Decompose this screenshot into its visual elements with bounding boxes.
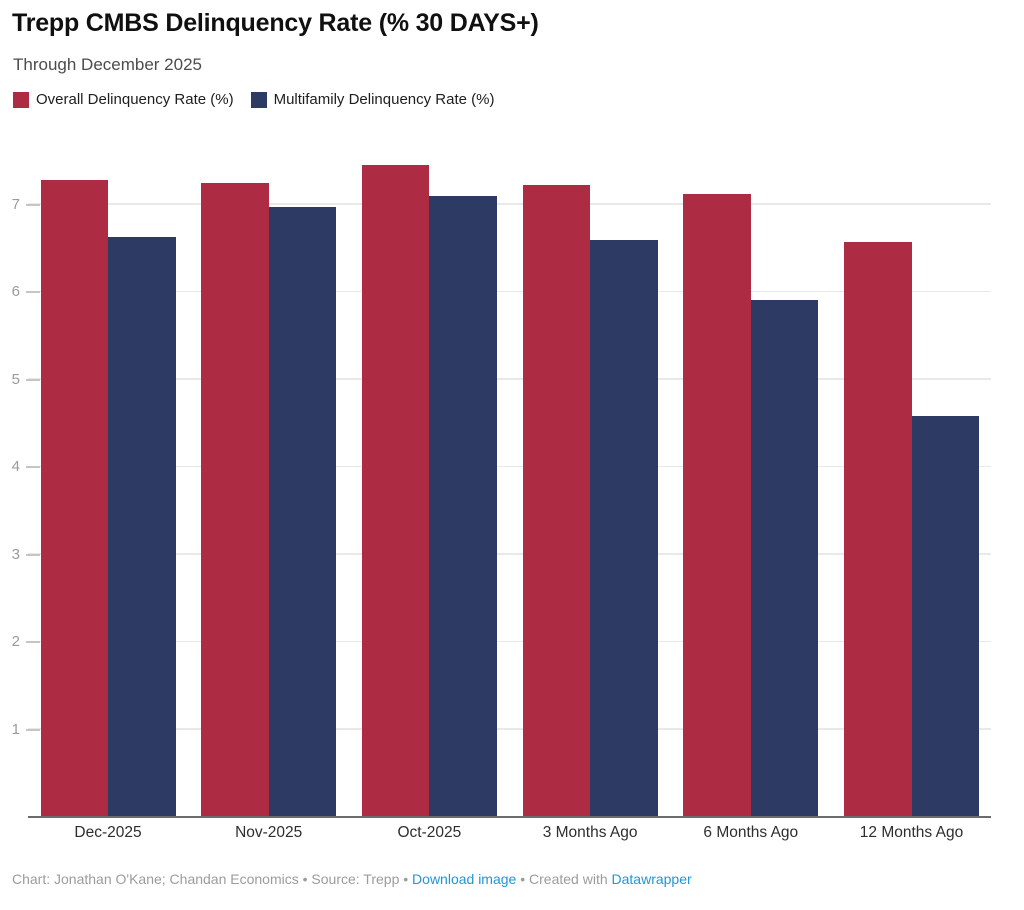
legend-item-multifamily: Multifamily Delinquency Rate (%) [250, 91, 495, 108]
y-tick [26, 203, 40, 206]
y-tick [26, 728, 40, 731]
bar-multifamily [750, 299, 819, 817]
legend: Overall Delinquency Rate (%) Multifamily … [13, 91, 494, 108]
bar-overall [844, 242, 912, 817]
bar-multifamily [108, 236, 176, 817]
chart-footer: Chart: Jonathan O'Kane; Chandan Economic… [12, 871, 1012, 887]
x-axis-label: Dec-2025 [74, 824, 142, 841]
y-tick [26, 466, 40, 468]
footer-separator: • [298, 871, 312, 887]
y-axis-label: 6 [11, 283, 20, 300]
plot-area: 1 2 3 4 5 6 7 [0, 140, 1024, 818]
legend-label-overall: Overall Delinquency Rate (%) [36, 91, 234, 108]
download-image-link[interactable]: Download image [412, 871, 517, 887]
footer-separator: • [516, 871, 530, 887]
y-axis-label: 2 [11, 633, 20, 650]
footer-credit: Chart: Jonathan O'Kane; Chandan Economic… [12, 871, 299, 887]
y-axis-label: 1 [11, 720, 20, 738]
x-axis-label: Oct-2025 [397, 824, 462, 841]
gridline [28, 378, 991, 380]
bar-overall [683, 194, 751, 817]
bar-overall [522, 185, 591, 817]
y-axis-label: 3 [11, 545, 20, 563]
y-axis-label: 5 [11, 370, 20, 388]
gridline [28, 465, 991, 467]
footer-created-with: Created with [529, 871, 612, 887]
gridline [28, 290, 991, 292]
y-tick [26, 291, 40, 293]
gridline [28, 203, 991, 205]
bar-multifamily [911, 416, 979, 817]
x-axis-labels: Dec-2025 Nov-2025 Oct-2025 3 Months Ago 6 Mo… [0, 824, 1024, 844]
bar-overall [361, 165, 430, 817]
y-tick [26, 553, 40, 556]
legend-swatch-multifamily [250, 91, 267, 108]
y-tick [26, 641, 40, 643]
y-axis-label: 7 [11, 195, 20, 213]
bar-multifamily [429, 195, 497, 817]
chart-title: Trepp CMBS Delinquency Rate (% 30 DAYS+) [12, 9, 539, 37]
datawrapper-link[interactable]: Datawrapper [611, 871, 692, 887]
bar-multifamily [590, 240, 658, 817]
gridline [28, 728, 991, 730]
x-axis-label: 12 Months Ago [859, 824, 964, 841]
y-axis-label: 4 [11, 458, 20, 475]
x-axis-label: 3 Months Ago [542, 824, 638, 841]
gridline [28, 640, 991, 642]
legend-swatch-overall [13, 91, 29, 108]
x-axis-label: Nov-2025 [235, 824, 303, 841]
footer-separator: • [399, 871, 413, 887]
footer-source: Source: Trepp [311, 871, 400, 887]
x-axis-line [28, 816, 991, 818]
bar-overall [201, 182, 269, 817]
legend-item-overall: Overall Delinquency Rate (%) [13, 91, 234, 108]
legend-label-multifamily: Multifamily Delinquency Rate (%) [273, 91, 495, 108]
bar-multifamily [268, 207, 337, 817]
y-tick [26, 378, 40, 381]
gridline [28, 553, 991, 555]
bar-overall [40, 180, 108, 817]
chart-subtitle: Through December 2025 [13, 55, 203, 74]
x-axis-label: 6 Months Ago [703, 824, 799, 841]
